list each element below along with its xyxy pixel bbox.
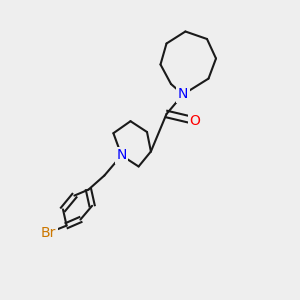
Text: N: N <box>178 88 188 101</box>
Text: N: N <box>116 148 127 162</box>
Text: O: O <box>189 114 200 128</box>
Text: Br: Br <box>41 226 56 240</box>
